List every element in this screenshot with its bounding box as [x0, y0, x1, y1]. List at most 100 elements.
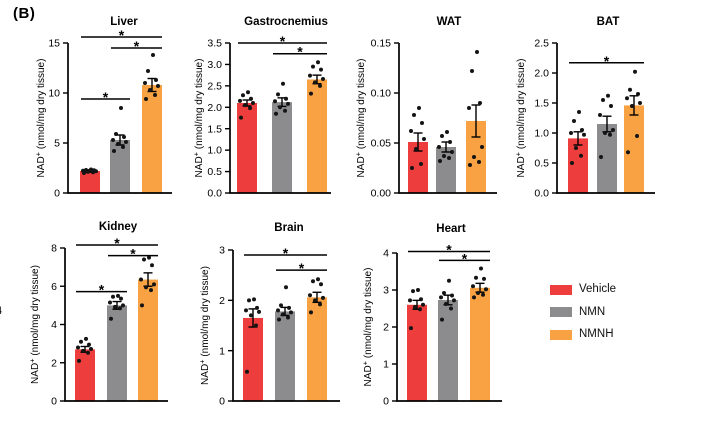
significance-bracket: * — [569, 53, 644, 69]
scatter-points — [81, 53, 160, 175]
y-tick-label: 0.5 — [207, 166, 222, 178]
significance-bracket: * — [108, 246, 158, 262]
y-tick-label: 2 — [51, 357, 57, 369]
chart-kidney: 0 2 4 6 8 * * * Kidney NAD+ (nmol/mg dry tissue) — [28, 221, 168, 408]
y-tick-label: 1.5 — [207, 123, 222, 135]
y-tick-label: 2.5 — [207, 80, 222, 92]
significance-star: * — [134, 38, 140, 54]
y-tick-label: 0 — [219, 396, 225, 408]
y-tick-label: 2.0 — [534, 68, 549, 80]
panel-title: WAT — [437, 16, 462, 28]
significance-bracket: * — [244, 245, 327, 261]
y-tick-label: 2.5 — [534, 38, 549, 50]
significance-star: * — [119, 27, 125, 43]
y-tick-label: 3.0 — [207, 59, 222, 71]
panel-title: Brain — [274, 222, 303, 234]
significance-star: * — [297, 44, 303, 60]
significance-star: * — [462, 250, 468, 266]
y-tick-label: 2.0 — [207, 102, 222, 114]
y-tick-label: 10 — [48, 88, 60, 100]
y-tick-label: 0.0 — [534, 188, 549, 200]
bar-nmnh — [624, 105, 644, 193]
bar-vehicle — [80, 171, 100, 193]
bar-nmnh — [307, 79, 327, 193]
y-tick-label: 0 — [383, 396, 389, 408]
y-tick-label: 3 — [383, 285, 389, 297]
bar-vehicle — [243, 317, 263, 401]
panel-title: BAT — [597, 16, 620, 28]
significance-bracket: * — [76, 282, 127, 298]
figure-label: (B) — [13, 5, 36, 22]
y-axis-label: NAD+ (nmol/mg dry tissue) — [354, 59, 368, 178]
significance-star: * — [99, 282, 105, 298]
legend-label-nmnh: NMNH — [579, 328, 614, 340]
panel-title: Gastrocnemius — [244, 16, 328, 28]
significance-star: * — [604, 53, 610, 69]
legend-label-nmn: NMN — [579, 305, 606, 318]
bar-vehicle — [407, 304, 427, 401]
y-tick-label: 0.5 — [534, 158, 549, 170]
bar-nmn — [436, 147, 456, 193]
bar-nmnh — [470, 287, 490, 401]
chart-brain: 0 1 2 3 * * Brain NAD+ (nmol/mg dry tissue) — [198, 222, 340, 408]
bar-vehicle — [408, 142, 428, 193]
scatter-points — [244, 277, 325, 374]
y-tick-label: 2 — [383, 322, 389, 334]
panel-title: Kidney — [99, 221, 138, 233]
bar-nmnh — [138, 279, 158, 401]
significance-bracket: * — [276, 260, 327, 276]
y-tick-label: 0.00 — [371, 188, 392, 200]
chart-gastrocnemius: 0.0 0.5 1.0 1.5 2.0 2.5 3.0 3.5 * * Gastrocnemius N… — [192, 16, 331, 200]
bar-vehicle — [568, 138, 588, 193]
error-bar-vehicle — [573, 131, 583, 146]
y-tick-label: 2 — [219, 295, 225, 307]
y-axis-label: NAD+ (nmol/mg dry tissue) — [34, 59, 48, 178]
legend-swatch-nmnh — [550, 329, 572, 340]
clipped-axis-fragment: 4 — [0, 305, 2, 317]
y-tick-label: 5 — [54, 138, 60, 150]
y-tick-label: 0.15 — [371, 38, 392, 50]
y-tick-label: 3.5 — [207, 38, 222, 50]
y-tick-label: 0.10 — [371, 88, 392, 100]
panel-title: Liver — [110, 16, 138, 28]
chart-bat: 0.0 0.5 1.0 1.5 2.0 2.5 * BAT NAD+ (nmol/mg dry … — [514, 16, 655, 200]
scatter-points — [238, 60, 325, 120]
error-bar-nmnh — [629, 95, 639, 116]
bar-nmn — [272, 102, 292, 193]
y-tick-label: 0 — [51, 396, 57, 408]
significance-star: * — [446, 242, 452, 258]
bar-vehicle — [75, 349, 95, 401]
bar-nmnh — [307, 297, 327, 401]
legend: Vehicle NMN NMNH — [550, 283, 617, 341]
y-axis-label: NAD+ (nmol/mg dry tissue) — [198, 266, 212, 385]
significance-bracket: * — [408, 242, 490, 258]
scatter-points — [409, 50, 484, 170]
legend-swatch-vehicle — [550, 284, 572, 295]
bar-nmn — [438, 299, 458, 401]
y-tick-label: 15 — [48, 38, 60, 50]
chart-heart: 0 1 2 3 4 * * Heart NAD+ (nmol/mg dry tissue) — [361, 223, 502, 408]
y-tick-label: 8 — [51, 243, 57, 255]
y-tick-label: 0.05 — [371, 138, 392, 150]
y-tick-label: 1.0 — [534, 128, 549, 140]
y-tick-label: 0 — [54, 188, 60, 200]
scatter-points — [408, 266, 488, 331]
error-bar-vehicle — [413, 132, 423, 152]
y-axis-label: NAD+ (nmol/mg dry tissue) — [361, 268, 375, 387]
y-tick-label: 4 — [383, 248, 389, 260]
legend-label-vehicle: Vehicle — [579, 283, 617, 295]
significance-bracket: * — [111, 38, 162, 54]
bar-vehicle — [237, 103, 257, 193]
y-axis-label: NAD+ (nmol/mg dry tissue) — [28, 265, 42, 384]
legend-swatch-nmn — [550, 307, 572, 318]
significance-bracket: * — [439, 250, 490, 266]
y-axis-label: NAD+ (nmol/mg dry tissue) — [514, 59, 528, 178]
y-tick-label: 1.5 — [534, 98, 549, 110]
significance-bracket: * — [273, 44, 327, 60]
y-tick-label: 1 — [383, 359, 389, 371]
y-tick-label: 6 — [51, 281, 57, 293]
error-bar-nmnh — [312, 291, 322, 304]
chart-wat: 0.00 0.05 0.10 0.15 WAT NAD+ (nmol/mg dry tis… — [354, 16, 497, 200]
